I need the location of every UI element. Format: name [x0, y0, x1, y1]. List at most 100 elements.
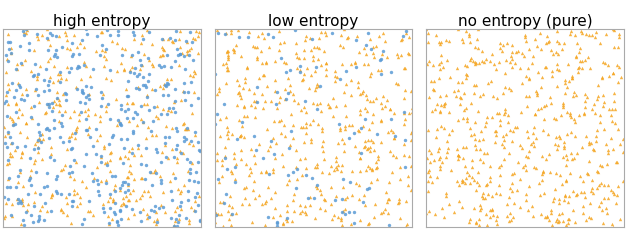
Point — [282, 219, 292, 223]
Point — [142, 86, 152, 90]
Point — [231, 44, 241, 48]
Point — [1, 201, 11, 205]
Point — [424, 174, 435, 178]
Point — [261, 61, 271, 65]
Point — [29, 204, 39, 208]
Point — [400, 67, 410, 70]
Point — [515, 67, 525, 71]
Point — [329, 168, 339, 172]
Point — [158, 54, 168, 58]
Point — [54, 35, 64, 39]
Point — [611, 122, 621, 125]
Point — [33, 78, 43, 81]
Point — [58, 210, 68, 214]
Point — [488, 214, 498, 217]
Point — [228, 48, 238, 51]
Point — [270, 79, 280, 82]
Point — [487, 53, 497, 56]
Point — [103, 215, 113, 218]
Point — [22, 135, 32, 139]
Point — [429, 213, 440, 216]
Point — [77, 179, 87, 183]
Point — [222, 66, 232, 70]
Point — [614, 66, 624, 70]
Point — [563, 217, 573, 221]
Point — [559, 198, 569, 202]
Point — [537, 212, 547, 215]
Point — [310, 69, 320, 73]
Point — [470, 46, 480, 49]
Point — [429, 89, 439, 93]
Point — [587, 179, 597, 182]
Point — [399, 123, 409, 127]
Point — [341, 115, 351, 118]
Point — [137, 34, 147, 38]
Point — [310, 166, 320, 169]
Point — [522, 104, 532, 108]
Point — [231, 180, 241, 184]
Point — [308, 102, 318, 106]
Point — [74, 66, 84, 69]
Point — [116, 217, 126, 221]
Point — [33, 73, 43, 77]
Point — [545, 170, 555, 174]
Point — [5, 115, 15, 119]
Point — [46, 195, 56, 199]
Point — [319, 158, 329, 161]
Point — [19, 31, 29, 34]
Point — [85, 209, 95, 213]
Point — [291, 148, 301, 152]
Point — [97, 49, 107, 52]
Point — [428, 64, 438, 68]
Point — [97, 97, 107, 100]
Point — [597, 77, 607, 80]
Point — [560, 82, 570, 86]
Point — [566, 114, 576, 117]
Point — [105, 159, 115, 162]
Point — [558, 105, 568, 109]
Point — [575, 47, 585, 50]
Point — [600, 62, 610, 66]
Point — [317, 171, 327, 174]
Point — [339, 142, 349, 145]
Point — [22, 93, 32, 97]
Point — [452, 180, 462, 183]
Point — [119, 147, 129, 150]
Point — [144, 215, 154, 219]
Point — [378, 95, 388, 99]
Point — [46, 152, 56, 156]
Point — [406, 188, 416, 192]
Point — [14, 108, 24, 111]
Point — [47, 193, 57, 196]
Point — [376, 102, 386, 106]
Point — [582, 172, 593, 176]
Point — [490, 63, 500, 67]
Point — [527, 214, 537, 218]
Point — [102, 110, 112, 114]
Point — [115, 123, 125, 126]
Point — [263, 46, 273, 49]
Point — [452, 147, 462, 151]
Point — [614, 33, 624, 37]
Point — [490, 140, 500, 144]
Point — [211, 152, 221, 155]
Point — [30, 190, 40, 194]
Point — [462, 116, 472, 120]
Point — [366, 48, 376, 52]
Point — [46, 209, 56, 213]
Point — [572, 42, 582, 46]
Point — [101, 181, 111, 185]
Point — [45, 79, 55, 83]
Point — [211, 211, 221, 214]
Point — [231, 162, 241, 166]
Point — [240, 105, 250, 109]
Point — [175, 46, 185, 50]
Point — [320, 31, 330, 35]
Point — [554, 197, 564, 201]
Point — [82, 28, 92, 32]
Point — [184, 218, 194, 222]
Point — [11, 110, 21, 114]
Point — [569, 156, 579, 160]
Point — [158, 191, 168, 194]
Point — [512, 188, 522, 192]
